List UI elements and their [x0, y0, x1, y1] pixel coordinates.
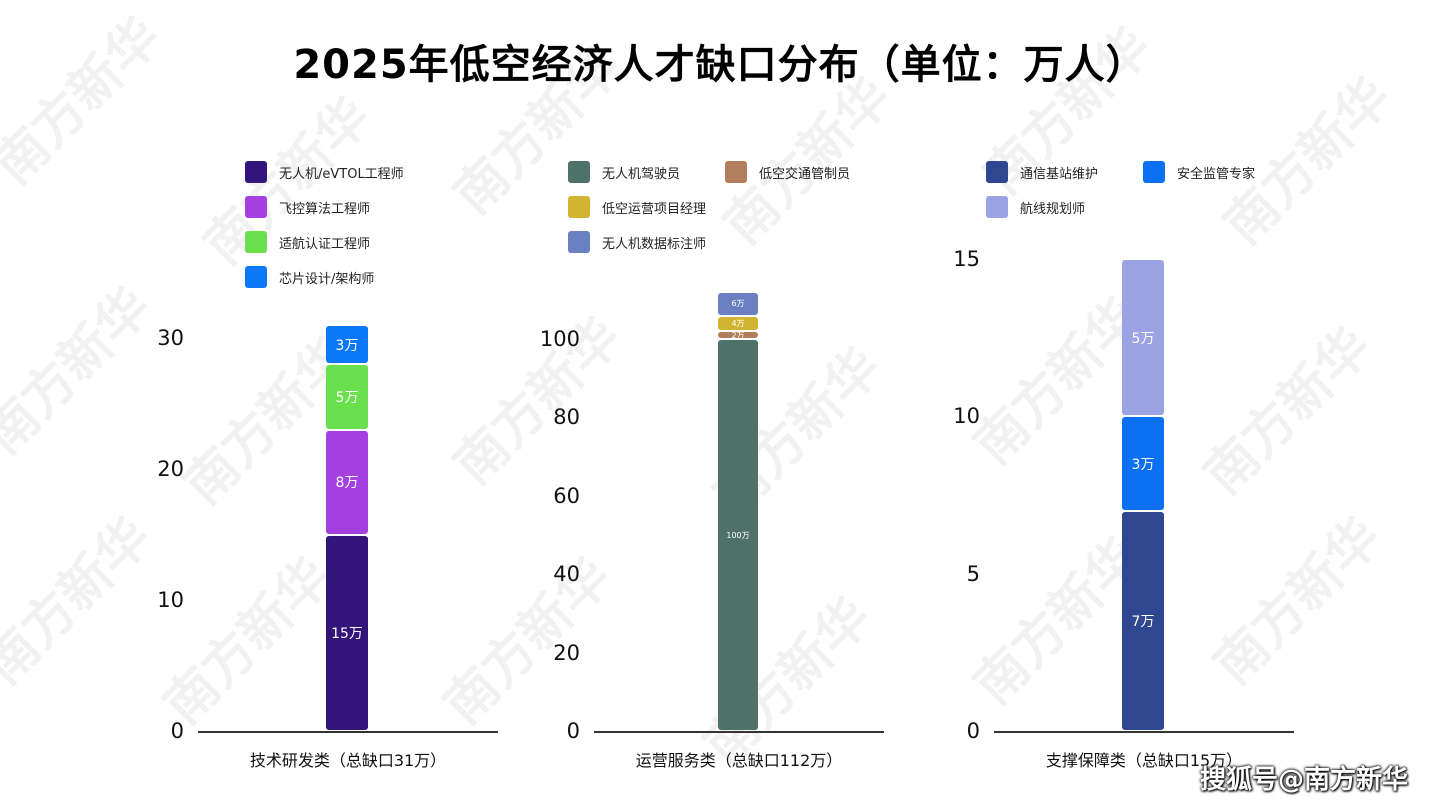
bar-value-label: 7万 — [1131, 613, 1155, 630]
legend-label: 飞控算法工程师 — [279, 201, 371, 217]
bar-value-label: 3万 — [1131, 456, 1155, 473]
legend-label: 无人机驾驶员 — [602, 166, 681, 182]
bar-segment: 15万 — [326, 535, 368, 730]
bar-value-label: 100万 — [726, 530, 750, 540]
y-tick-label: 10 — [157, 588, 184, 613]
bar-value-label: 4万 — [731, 318, 745, 328]
x-category-label: 运营服务类（总缺口112万） — [635, 751, 843, 770]
bar-segment: 6万 — [718, 293, 758, 315]
bar-value-label: 15万 — [331, 625, 363, 642]
x-axis-line — [994, 731, 1294, 733]
y-tick-label: 20 — [157, 457, 184, 482]
legend-label: 无人机数据标注师 — [602, 236, 707, 252]
legend-swatch — [245, 231, 267, 253]
legend-item: 适航认证工程师 — [245, 231, 370, 253]
y-tick-label: 15 — [953, 247, 980, 271]
legend-label: 低空运营项目经理 — [602, 201, 707, 217]
y-tick-label: 10 — [953, 404, 980, 429]
legend-item: 安全监管专家 — [1143, 161, 1255, 183]
y-tick-label: 100 — [539, 327, 580, 352]
legend-label: 芯片设计/架构师 — [279, 271, 375, 287]
bar-segment: 7万 — [1122, 511, 1164, 730]
legend-item: 芯片设计/架构师 — [245, 266, 374, 288]
y-tick-label: 80 — [553, 405, 580, 430]
bar-value-label: 8万 — [335, 475, 359, 492]
source-credit: 搜狐号@南方新华 — [1199, 765, 1408, 795]
y-tick-label: 0 — [566, 719, 580, 743]
y-tick-label: 30 — [157, 326, 184, 351]
legend-item: 无人机数据标注师 — [568, 231, 706, 253]
y-tick-label: 20 — [553, 640, 580, 665]
legend-swatch — [986, 161, 1008, 183]
legend-swatch — [245, 161, 267, 183]
legend-label: 适航认证工程师 — [279, 236, 371, 252]
bar-segment: 2万 — [718, 332, 758, 339]
x-axis-line — [198, 731, 498, 733]
legend-item: 低空运营项目经理 — [568, 196, 706, 218]
legend-item: 通信基站维护 — [986, 161, 1098, 183]
legend-item: 航线规划师 — [986, 196, 1085, 218]
bar-segment: 3万 — [1122, 417, 1164, 510]
legend-label: 通信基站维护 — [1020, 166, 1099, 182]
bar-segment: 5万 — [1122, 260, 1164, 416]
bar-segment: 3万 — [326, 326, 368, 364]
legend-swatch — [725, 161, 747, 183]
bar-segment: 8万 — [326, 430, 368, 534]
legend-swatch — [245, 196, 267, 218]
x-axis-line — [594, 731, 884, 733]
legend-item: 低空交通管制员 — [725, 161, 850, 183]
legend-label: 低空交通管制员 — [759, 166, 851, 182]
bar-segment: 100万 — [718, 340, 758, 730]
legend-label: 无人机/eVTOL工程师 — [279, 166, 404, 182]
bar-value-label: 6万 — [731, 299, 745, 309]
legend-item: 飞控算法工程师 — [245, 196, 370, 218]
legend-swatch — [568, 196, 590, 218]
legend-swatch — [245, 266, 267, 288]
bar-segment: 4万 — [718, 316, 758, 331]
chart-title: 2025年低空经济人才缺口分布（单位：万人） — [293, 42, 1147, 88]
x-category-label: 支撑保障类（总缺口15万） — [1045, 751, 1243, 770]
legend-swatch — [568, 161, 590, 183]
legend-swatch — [986, 196, 1008, 218]
legend-swatch — [568, 231, 590, 253]
legend-swatch — [1143, 161, 1165, 183]
legend-label: 航线规划师 — [1020, 201, 1086, 217]
bar-value-label: 5万 — [1131, 330, 1155, 347]
y-tick-label: 5 — [966, 561, 980, 586]
legend-item: 无人机驾驶员 — [568, 161, 680, 183]
y-tick-label: 40 — [553, 562, 580, 587]
bar-value-label: 2万 — [731, 332, 745, 339]
x-category-label: 技术研发类（总缺口31万） — [249, 751, 447, 770]
bar-value-label: 5万 — [335, 390, 359, 407]
y-tick-label: 60 — [553, 483, 580, 508]
bar-segment: 5万 — [326, 365, 368, 429]
y-tick-label: 0 — [170, 719, 184, 743]
bar-value-label: 3万 — [335, 337, 359, 354]
legend-label: 安全监管专家 — [1177, 166, 1256, 182]
y-tick-label: 0 — [966, 719, 980, 743]
legend-item: 无人机/eVTOL工程师 — [245, 161, 404, 183]
